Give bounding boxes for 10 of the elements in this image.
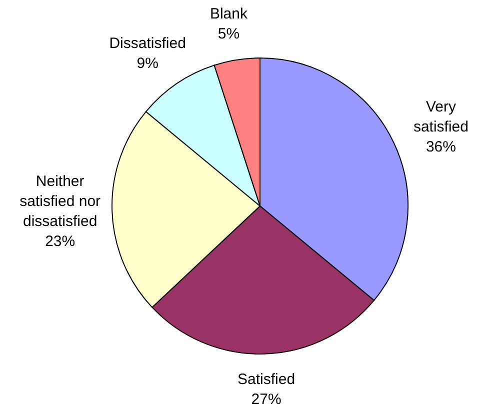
data-label: 36%	[426, 138, 456, 156]
data-label: 27%	[251, 390, 282, 408]
slice-label: Dissatisfied	[109, 34, 186, 52]
slice-label: Neither satisfied nor dissatisfied	[20, 172, 101, 230]
data-label: 23%	[45, 232, 76, 250]
slice-label: Blank	[210, 5, 248, 22]
data-label: 9%	[136, 54, 158, 72]
slice-label: Very satisfied	[413, 98, 468, 136]
slice-label: Satisfied	[238, 370, 296, 388]
data-label: 5%	[218, 25, 240, 42]
